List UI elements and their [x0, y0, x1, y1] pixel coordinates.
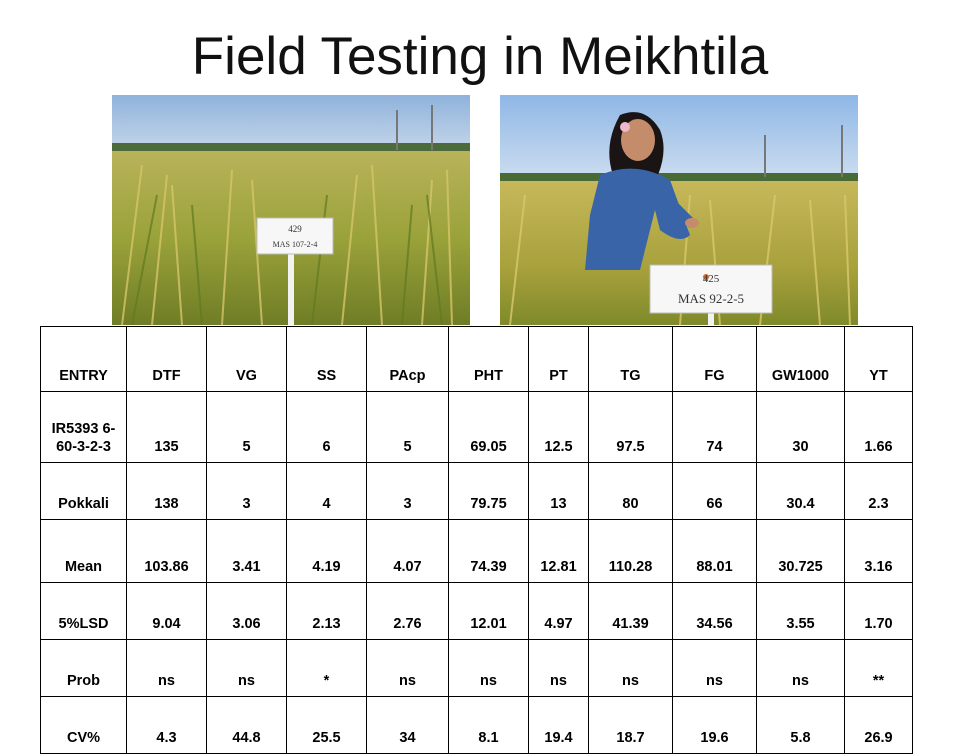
rice-field-photo-right: 425 MAS 92-2-5 — [500, 95, 858, 325]
column-header: FG — [672, 326, 757, 392]
column-header: PAcp — [366, 326, 449, 392]
column-header: SS — [286, 326, 367, 392]
results-table-wrapper: ENTRY DTF VG SS PAcp PHT PT TG FG GW1000… — [40, 326, 913, 754]
table-cell: 2.3 — [844, 462, 913, 520]
table-cell: 3.41 — [206, 519, 287, 583]
table-cell: 30.4 — [756, 462, 845, 520]
table-cell: ns — [756, 639, 845, 697]
table-cell: Pokkali — [40, 462, 127, 520]
table-cell: 26.9 — [844, 696, 913, 754]
table-cell: ns — [448, 639, 529, 697]
table-row: CV% 4.3 44.8 25.5 34 8.1 19.4 18.7 19.6 … — [40, 696, 913, 754]
table-cell: 18.7 — [588, 696, 673, 754]
table-row: 5%LSD 9.04 3.06 2.13 2.76 12.01 4.97 41.… — [40, 582, 913, 640]
table-cell: 1.66 — [844, 391, 913, 463]
table-cell: 3 — [206, 462, 287, 520]
table-cell: 4.07 — [366, 519, 449, 583]
table-cell: 44.8 — [206, 696, 287, 754]
table-header-row: ENTRY DTF VG SS PAcp PHT PT TG FG GW1000… — [40, 326, 913, 392]
table-cell: 4.3 — [126, 696, 207, 754]
table-cell: ns — [366, 639, 449, 697]
table-cell: 110.28 — [588, 519, 673, 583]
table-cell: 3.06 — [206, 582, 287, 640]
table-cell: 103.86 — [126, 519, 207, 583]
table-cell: 66 — [672, 462, 757, 520]
table-cell: 74 — [672, 391, 757, 463]
table-cell: ns — [126, 639, 207, 697]
table-cell: 3 — [366, 462, 449, 520]
table-cell: Mean — [40, 519, 127, 583]
table-cell: 34.56 — [672, 582, 757, 640]
table-cell: 2.13 — [286, 582, 367, 640]
table-cell: ** — [844, 639, 913, 697]
table-cell: 2.76 — [366, 582, 449, 640]
table-cell: CV% — [40, 696, 127, 754]
table-cell: 88.01 — [672, 519, 757, 583]
table-cell: 3.55 — [756, 582, 845, 640]
table-cell: 97.5 — [588, 391, 673, 463]
table-cell: 30 — [756, 391, 845, 463]
table-cell: IR5393 6-60-3-2-3 — [40, 391, 127, 463]
sign-number-right: 425 — [703, 273, 720, 285]
table-cell: 3.16 — [844, 519, 913, 583]
table-cell: 8.1 — [448, 696, 529, 754]
table-cell: 25.5 — [286, 696, 367, 754]
table-cell: 79.75 — [448, 462, 529, 520]
table-cell: 19.6 — [672, 696, 757, 754]
column-header: DTF — [126, 326, 207, 392]
table-cell: 34 — [366, 696, 449, 754]
table-cell: 1.70 — [844, 582, 913, 640]
slide-title: Field Testing in Meikhtila — [191, 27, 769, 86]
sign-number-left: 429 — [288, 224, 302, 234]
column-header: TG — [588, 326, 673, 392]
table-row: Prob ns ns * ns ns ns ns ns ns ** — [40, 639, 913, 697]
column-header: ENTRY — [40, 326, 127, 392]
table-cell: 6 — [286, 391, 367, 463]
table-cell: 30.725 — [756, 519, 845, 583]
table-cell: * — [286, 639, 367, 697]
table-cell: 13 — [528, 462, 589, 520]
table-cell: 4.19 — [286, 519, 367, 583]
table-cell: ns — [588, 639, 673, 697]
table-cell: 9.04 — [126, 582, 207, 640]
table-cell: 12.81 — [528, 519, 589, 583]
table-cell: 12.01 — [448, 582, 529, 640]
table-cell: 5%LSD — [40, 582, 127, 640]
table-cell: 74.39 — [448, 519, 529, 583]
table-row: Pokkali 138 3 4 3 79.75 13 80 66 30.4 2.… — [40, 462, 913, 520]
table-cell: 4 — [286, 462, 367, 520]
column-header: VG — [206, 326, 287, 392]
table-cell: 5 — [206, 391, 287, 463]
table-cell: Prob — [40, 639, 127, 697]
results-table: ENTRY DTF VG SS PAcp PHT PT TG FG GW1000… — [40, 326, 913, 754]
table-cell: ns — [672, 639, 757, 697]
table-cell: 4.97 — [528, 582, 589, 640]
table-cell: 138 — [126, 462, 207, 520]
column-header: YT — [844, 326, 913, 392]
rice-field-photo-left: 429 MAS 107-2-4 — [112, 95, 470, 325]
sign-label-right: MAS 92-2-5 — [678, 291, 744, 306]
column-header: GW1000 — [756, 326, 845, 392]
column-header: PT — [528, 326, 589, 392]
table-cell: 69.05 — [448, 391, 529, 463]
table-cell: 19.4 — [528, 696, 589, 754]
table-cell: 135 — [126, 391, 207, 463]
table-cell: 5.8 — [756, 696, 845, 754]
column-header: PHT — [448, 326, 529, 392]
table-row: Mean 103.86 3.41 4.19 4.07 74.39 12.81 1… — [40, 519, 913, 583]
table-row: IR5393 6-60-3-2-3 135 5 6 5 69.05 12.5 9… — [40, 391, 913, 463]
table-cell: ns — [206, 639, 287, 697]
table-cell: ns — [528, 639, 589, 697]
table-cell: 5 — [366, 391, 449, 463]
sign-label-left: MAS 107-2-4 — [273, 240, 318, 249]
table-cell: 12.5 — [528, 391, 589, 463]
table-cell: 80 — [588, 462, 673, 520]
table-cell: 41.39 — [588, 582, 673, 640]
